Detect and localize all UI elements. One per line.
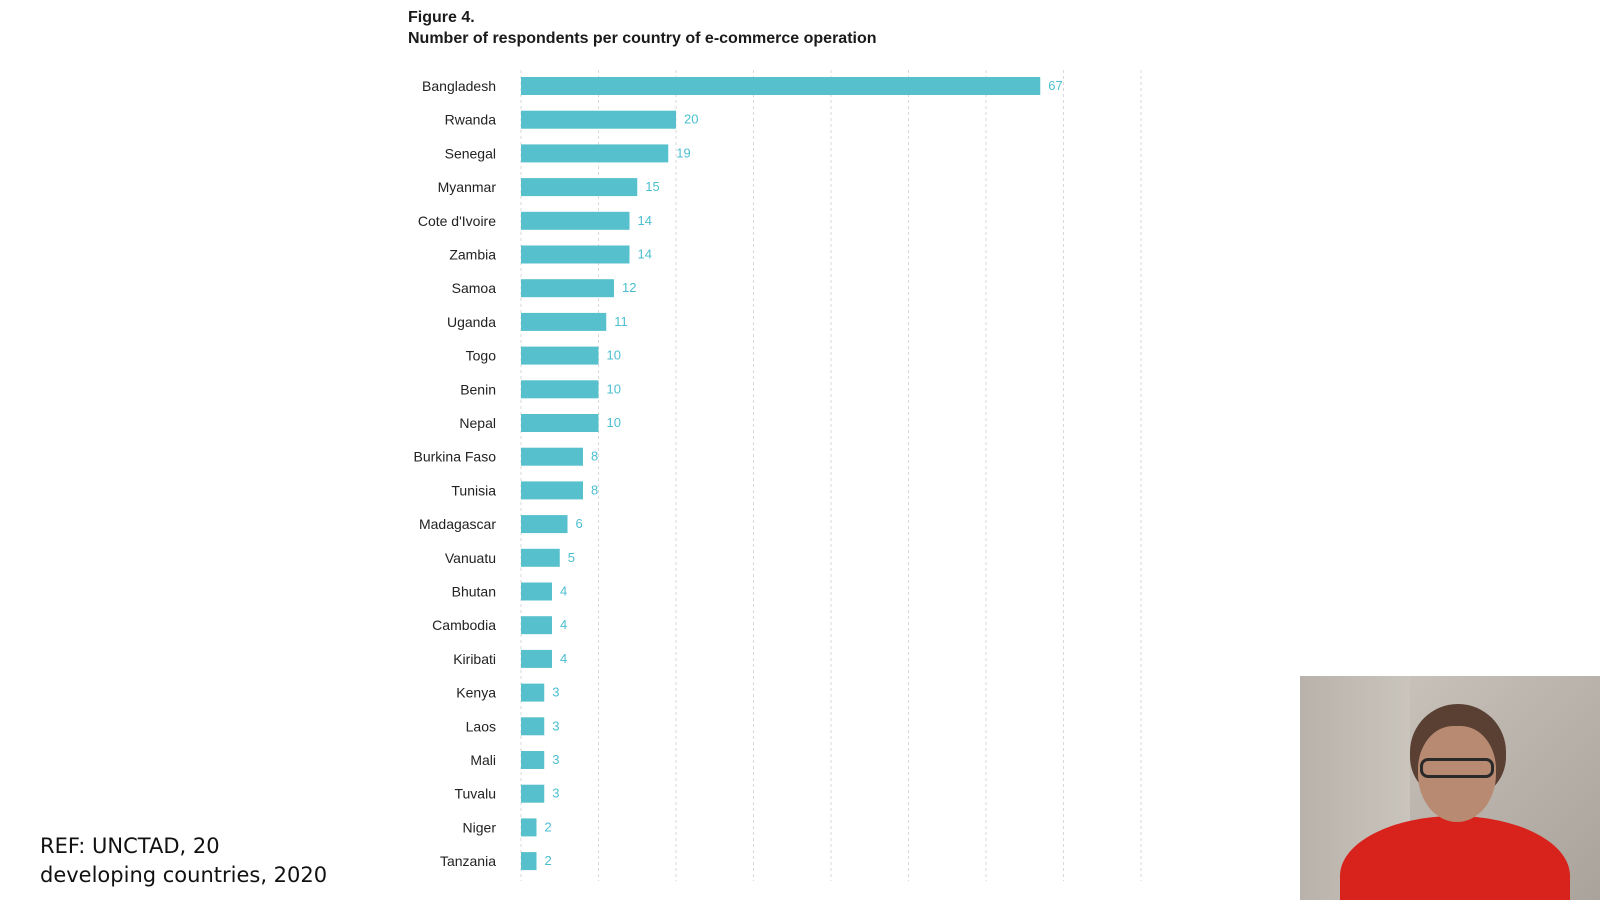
category-label: Tanzania (440, 853, 496, 869)
bar (521, 548, 560, 567)
value-label: 2 (545, 853, 552, 868)
category-label: Tuvalu (454, 786, 496, 802)
reference-line-1: REF: UNCTAD, 20 (40, 834, 220, 858)
category-label: Niger (463, 819, 497, 835)
value-label: 4 (560, 584, 567, 599)
webcam-video (1300, 676, 1600, 900)
bar (521, 211, 630, 230)
category-label: Vanuatu (445, 550, 496, 566)
value-label: 10 (607, 348, 621, 363)
category-label: Samoa (452, 280, 497, 296)
chart-bars (521, 77, 1041, 871)
value-label: 6 (576, 516, 583, 531)
category-label: Bhutan (452, 584, 496, 600)
category-label: Rwanda (445, 112, 497, 128)
presenter-face (1418, 726, 1496, 822)
value-label: 14 (638, 247, 652, 262)
reference-caption: REF: UNCTAD, 20 developing countries, 20… (40, 832, 327, 890)
category-label: Tunisia (451, 482, 496, 498)
value-label: 8 (591, 449, 598, 464)
category-labels: Bangladesh Rwanda Senegal Myanmar Cote d'Ivo… (414, 78, 497, 869)
category-label: Burkina Faso (414, 449, 497, 465)
value-label: 3 (552, 685, 559, 700)
bar (521, 717, 545, 736)
category-label: Senegal (445, 145, 496, 161)
value-label: 12 (622, 280, 636, 295)
bar (521, 649, 552, 668)
bar (521, 515, 568, 534)
category-label: Myanmar (438, 179, 497, 195)
bar (521, 582, 552, 601)
bar (521, 414, 599, 432)
value-label: 11 (614, 314, 628, 329)
bar (521, 178, 638, 197)
bar (521, 245, 630, 264)
figure-label: Figure 4. (408, 9, 475, 26)
value-label: 3 (552, 718, 559, 733)
category-label: Togo (466, 348, 497, 364)
bar (521, 312, 607, 331)
value-label: 20 (684, 112, 698, 127)
bar (521, 751, 545, 769)
bar (521, 818, 537, 837)
category-label: Bangladesh (422, 78, 496, 94)
category-label: Kiribati (453, 651, 496, 667)
glasses-icon (1420, 758, 1494, 778)
category-label: Cote d'Ivoire (418, 213, 496, 229)
category-label: Nepal (459, 415, 496, 431)
bar (521, 110, 676, 129)
category-label: Kenya (456, 685, 496, 701)
chart-title: Number of respondents per country of e-c… (408, 30, 877, 47)
value-label: 67 (1048, 78, 1062, 93)
bar (521, 144, 669, 163)
category-label: Uganda (447, 314, 496, 330)
category-label: Mali (470, 752, 496, 768)
bar (521, 279, 614, 298)
reference-line-2: developing countries, 2020 (40, 863, 328, 887)
category-label: Laos (466, 718, 496, 734)
bar (521, 481, 583, 500)
value-label: 4 (560, 651, 567, 666)
bar (521, 346, 599, 365)
value-label: 3 (552, 752, 559, 767)
bar (521, 380, 599, 399)
bar (521, 616, 552, 635)
bar (521, 784, 545, 803)
category-label: Zambia (449, 247, 496, 263)
value-label: 8 (591, 482, 598, 497)
value-label: 10 (607, 415, 621, 430)
category-label: Madagascar (419, 516, 496, 532)
bar-chart: Bangladesh Rwanda Senegal Myanmar Cote d'Ivo… (414, 70, 1142, 882)
bar (521, 852, 537, 871)
category-label: Benin (460, 381, 496, 397)
value-label: 15 (645, 179, 659, 194)
value-label: 4 (560, 617, 567, 632)
bar (521, 77, 1041, 95)
category-label: Cambodia (432, 617, 496, 633)
value-label: 2 (545, 819, 552, 834)
bar (521, 447, 583, 466)
value-label: 10 (607, 381, 621, 396)
value-label: 14 (638, 213, 652, 228)
bar (521, 683, 545, 702)
value-label: 3 (552, 786, 559, 801)
value-labels: 67 20 19 15 14 14 12 11 10 10 10 8 8 6 5 4 4 4 3 3 3 3 2 2 (545, 78, 1063, 868)
value-label: 19 (676, 145, 690, 160)
value-label: 5 (568, 550, 575, 565)
